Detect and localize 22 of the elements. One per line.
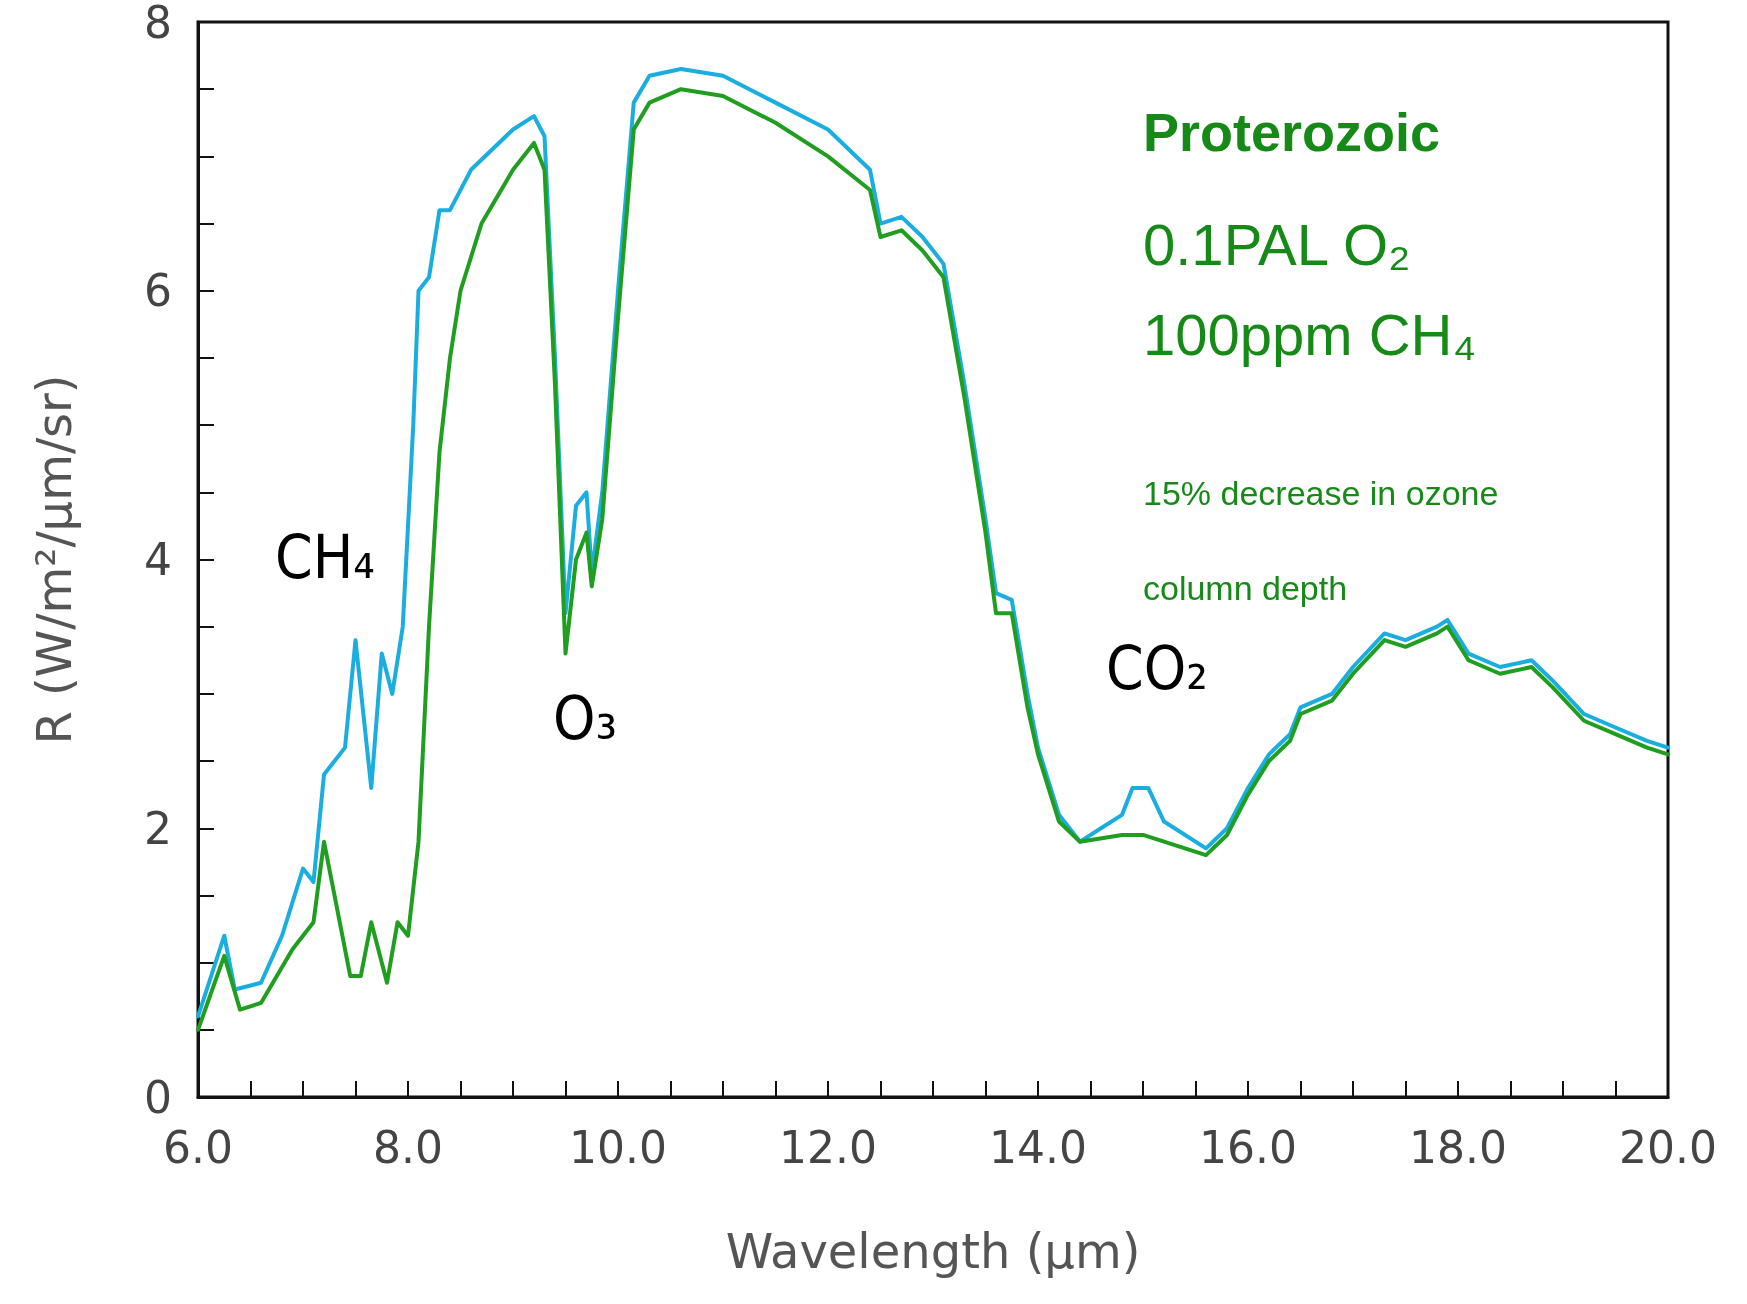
y-tick-label: 8 <box>144 0 172 48</box>
x-tick-label: 6.0 <box>163 1121 233 1173</box>
x-tick-label: 10.0 <box>569 1121 667 1173</box>
y-axis-title: R (W/m²/μm/sr) <box>26 374 82 745</box>
y-tick-label: 0 <box>144 1071 172 1123</box>
y-tick-label: 2 <box>144 802 172 854</box>
annotation: 100ppm CH₄ <box>1143 302 1477 368</box>
annotation: CO₂ <box>1106 633 1208 703</box>
x-tick-label: 12.0 <box>779 1121 877 1173</box>
x-axis-title: Wavelength (μm) <box>725 1223 1141 1279</box>
text: 15% decrease in ozone column depth <box>1143 473 1499 607</box>
x-tick-label: 18.0 <box>1409 1121 1507 1173</box>
annotation: O₃ <box>552 683 618 753</box>
annotation: CH₄ <box>275 522 375 592</box>
y-tick-label: 4 <box>144 534 172 585</box>
annotation: Proterozoic <box>1143 102 1441 163</box>
y-tick-label: 6 <box>144 265 172 317</box>
x-tick-label: 14.0 <box>989 1121 1087 1173</box>
annotation: 0.1PAL O₂ <box>1143 212 1411 278</box>
x-tick-label: 16.0 <box>1199 1121 1297 1173</box>
x-tick-label: 20.0 <box>1619 1121 1717 1173</box>
x-tick-label: 8.0 <box>373 1121 443 1173</box>
